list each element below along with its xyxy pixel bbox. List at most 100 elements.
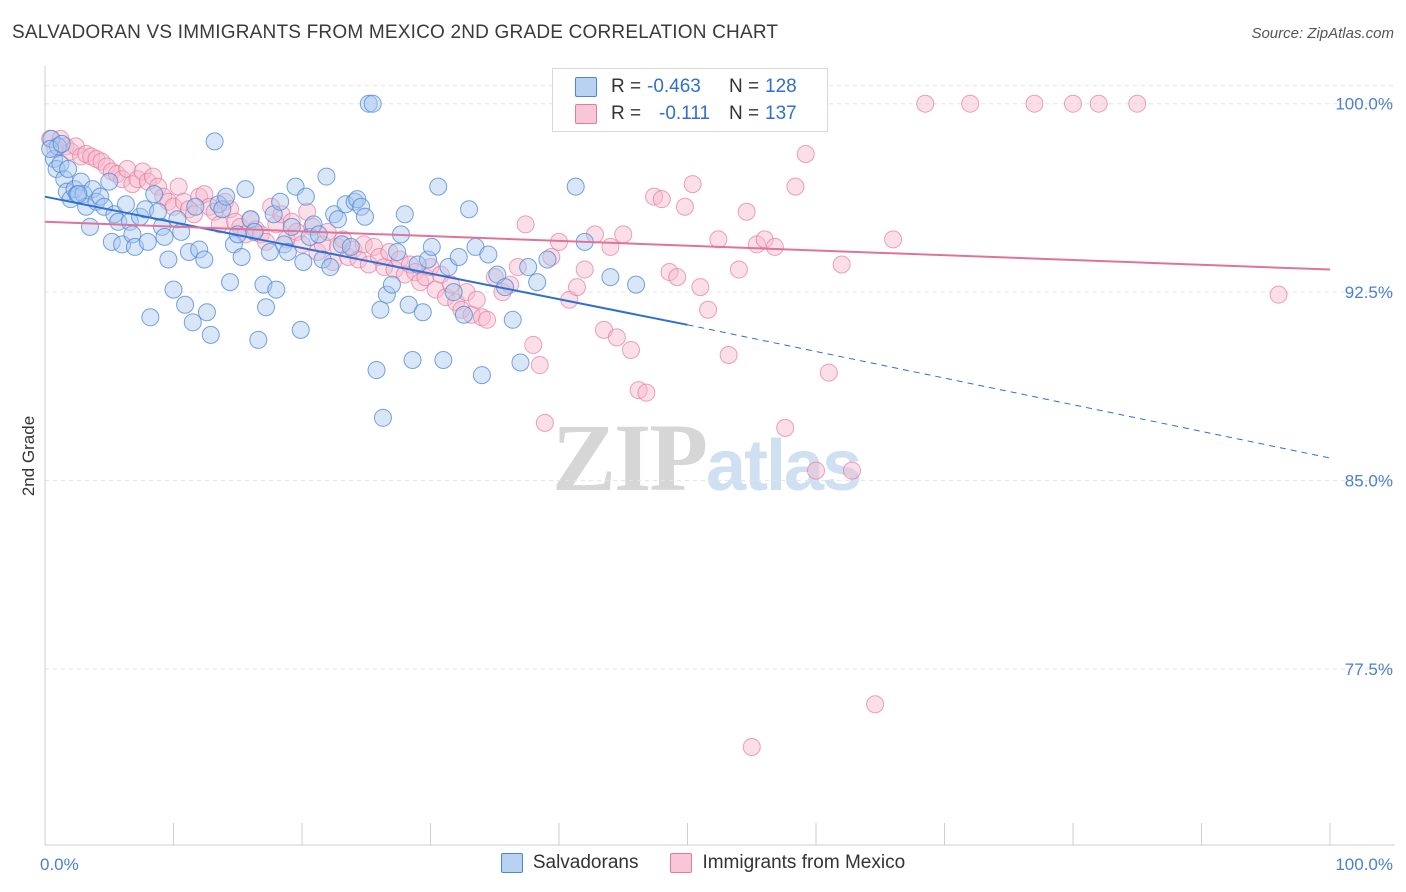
- legend-n-value: 137: [765, 103, 797, 124]
- salvadoran-point: [221, 273, 240, 292]
- salvadorans-trend-line: [44, 195, 688, 326]
- mexico-point: [169, 177, 188, 196]
- salvadoran-point: [102, 232, 121, 251]
- mexico-point: [535, 413, 554, 432]
- y-tick-label: 77.5%: [1345, 660, 1393, 679]
- salvadoran-point: [429, 177, 448, 196]
- salvadoran-point: [388, 242, 407, 261]
- mexico-point: [380, 242, 399, 261]
- mexico-point: [107, 165, 126, 184]
- legend-swatch-mexico: [575, 104, 597, 124]
- mexico-point: [786, 177, 805, 196]
- mexico-point: [729, 260, 748, 279]
- salvadoran-point: [355, 207, 374, 226]
- axis-labels: 100.0% 92.5% 85.0% 77.5% 0.0% 100.0% 2nd Grade: [19, 95, 1393, 874]
- mexico-point: [675, 197, 694, 216]
- legend-item-mexico: Immigrants from Mexico: [670, 852, 905, 874]
- mexico-point: [1128, 94, 1147, 113]
- salvadoran-point: [41, 139, 60, 158]
- correlation-legend: R = -0.463 N = 128 R = -0.111 N = 137: [552, 68, 828, 132]
- salvadoran-point: [304, 215, 323, 234]
- salvadoran-point: [472, 366, 491, 385]
- salvadoran-point: [257, 298, 276, 317]
- mexico-point: [807, 461, 825, 480]
- mexico-trend-line: [44, 220, 1331, 271]
- salvadoran-point: [313, 250, 332, 269]
- salvadoran-point: [52, 134, 71, 153]
- legend-label-mexico: Immigrants from Mexico: [702, 852, 906, 873]
- mexico-point: [719, 345, 738, 364]
- mexico-point: [524, 335, 543, 354]
- mexico-point: [691, 278, 710, 297]
- legend-r-value: -0.111: [659, 103, 711, 124]
- mexico-point: [508, 258, 527, 277]
- salvadoran-point: [382, 275, 401, 294]
- salvadoran-point: [454, 305, 473, 324]
- legend-r-label: R =: [611, 103, 642, 124]
- mexico-point: [516, 215, 535, 234]
- salvadoran-point: [519, 258, 538, 277]
- salvadoran-point: [217, 187, 236, 206]
- mexico-point: [621, 340, 640, 359]
- mexico-point: [143, 167, 162, 186]
- salvadoran-point: [195, 250, 214, 269]
- legend-swatch-salvadorans: [500, 853, 523, 873]
- y-tick-label: 100.0%: [1335, 95, 1393, 114]
- mexico-point: [1269, 285, 1288, 304]
- salvadoran-point: [511, 353, 530, 372]
- mexico-point: [123, 175, 142, 194]
- legend-n-value: 128: [765, 76, 797, 97]
- salvadoran-point: [278, 242, 297, 261]
- mexico-point: [819, 363, 838, 382]
- mexico-point: [262, 197, 281, 216]
- salvadoran-point: [395, 205, 414, 224]
- mexico-point: [668, 268, 687, 287]
- mexico-point: [916, 94, 935, 113]
- mexico-point: [97, 157, 116, 176]
- mexico-point: [796, 144, 815, 163]
- trend-lines: [44, 195, 1331, 459]
- legend-r-label: R =: [611, 76, 642, 97]
- salvadoran-point: [138, 232, 157, 251]
- salvadoran-point: [116, 195, 135, 214]
- mexico-point: [709, 230, 728, 249]
- salvadoran-point: [444, 283, 463, 302]
- mexico-point: [742, 737, 761, 756]
- mexico-point: [395, 265, 414, 284]
- mexico-point: [442, 275, 461, 294]
- salvadoran-point: [69, 185, 88, 204]
- salvadoran-point: [413, 303, 432, 322]
- mexico-point: [457, 283, 476, 302]
- mexico-point: [1025, 94, 1044, 113]
- salvadoran-point: [352, 197, 371, 216]
- salvadoran-point: [627, 275, 646, 294]
- legend-n-label: N =: [729, 76, 760, 97]
- salvadoran-point: [528, 273, 547, 292]
- mexico-point: [82, 147, 101, 166]
- mexico-point: [472, 308, 491, 327]
- salvadoran-point: [363, 94, 382, 113]
- salvadoran-point: [359, 94, 378, 113]
- mexico-point: [601, 237, 620, 256]
- axes: [44, 66, 1395, 846]
- y-tick-label: 85.0%: [1345, 472, 1393, 491]
- salvadoran-point: [100, 172, 119, 191]
- salvadoran-point: [141, 308, 160, 327]
- legend-r-value: -0.463: [647, 76, 701, 97]
- series-legend: Salvadorans Immigrants from Mexico: [0, 852, 1406, 874]
- salvadoran-point: [260, 242, 279, 261]
- legend-row-mexico: R = -0.111 N = 137: [575, 101, 797, 127]
- mexico-point: [961, 94, 980, 113]
- legend-item-salvadorans: Salvadorans: [500, 852, 638, 874]
- mexico-point: [66, 137, 85, 156]
- salvadoran-point: [479, 245, 498, 264]
- salvadoran-point: [205, 132, 224, 151]
- legend-swatch-mexico: [670, 853, 693, 873]
- salvadoran-point: [377, 285, 396, 304]
- salvadoran-point: [164, 280, 183, 299]
- salvadoran-point: [399, 295, 418, 314]
- mexico-point: [842, 461, 861, 480]
- salvadoran-point: [236, 180, 255, 199]
- mexico-point: [607, 328, 626, 347]
